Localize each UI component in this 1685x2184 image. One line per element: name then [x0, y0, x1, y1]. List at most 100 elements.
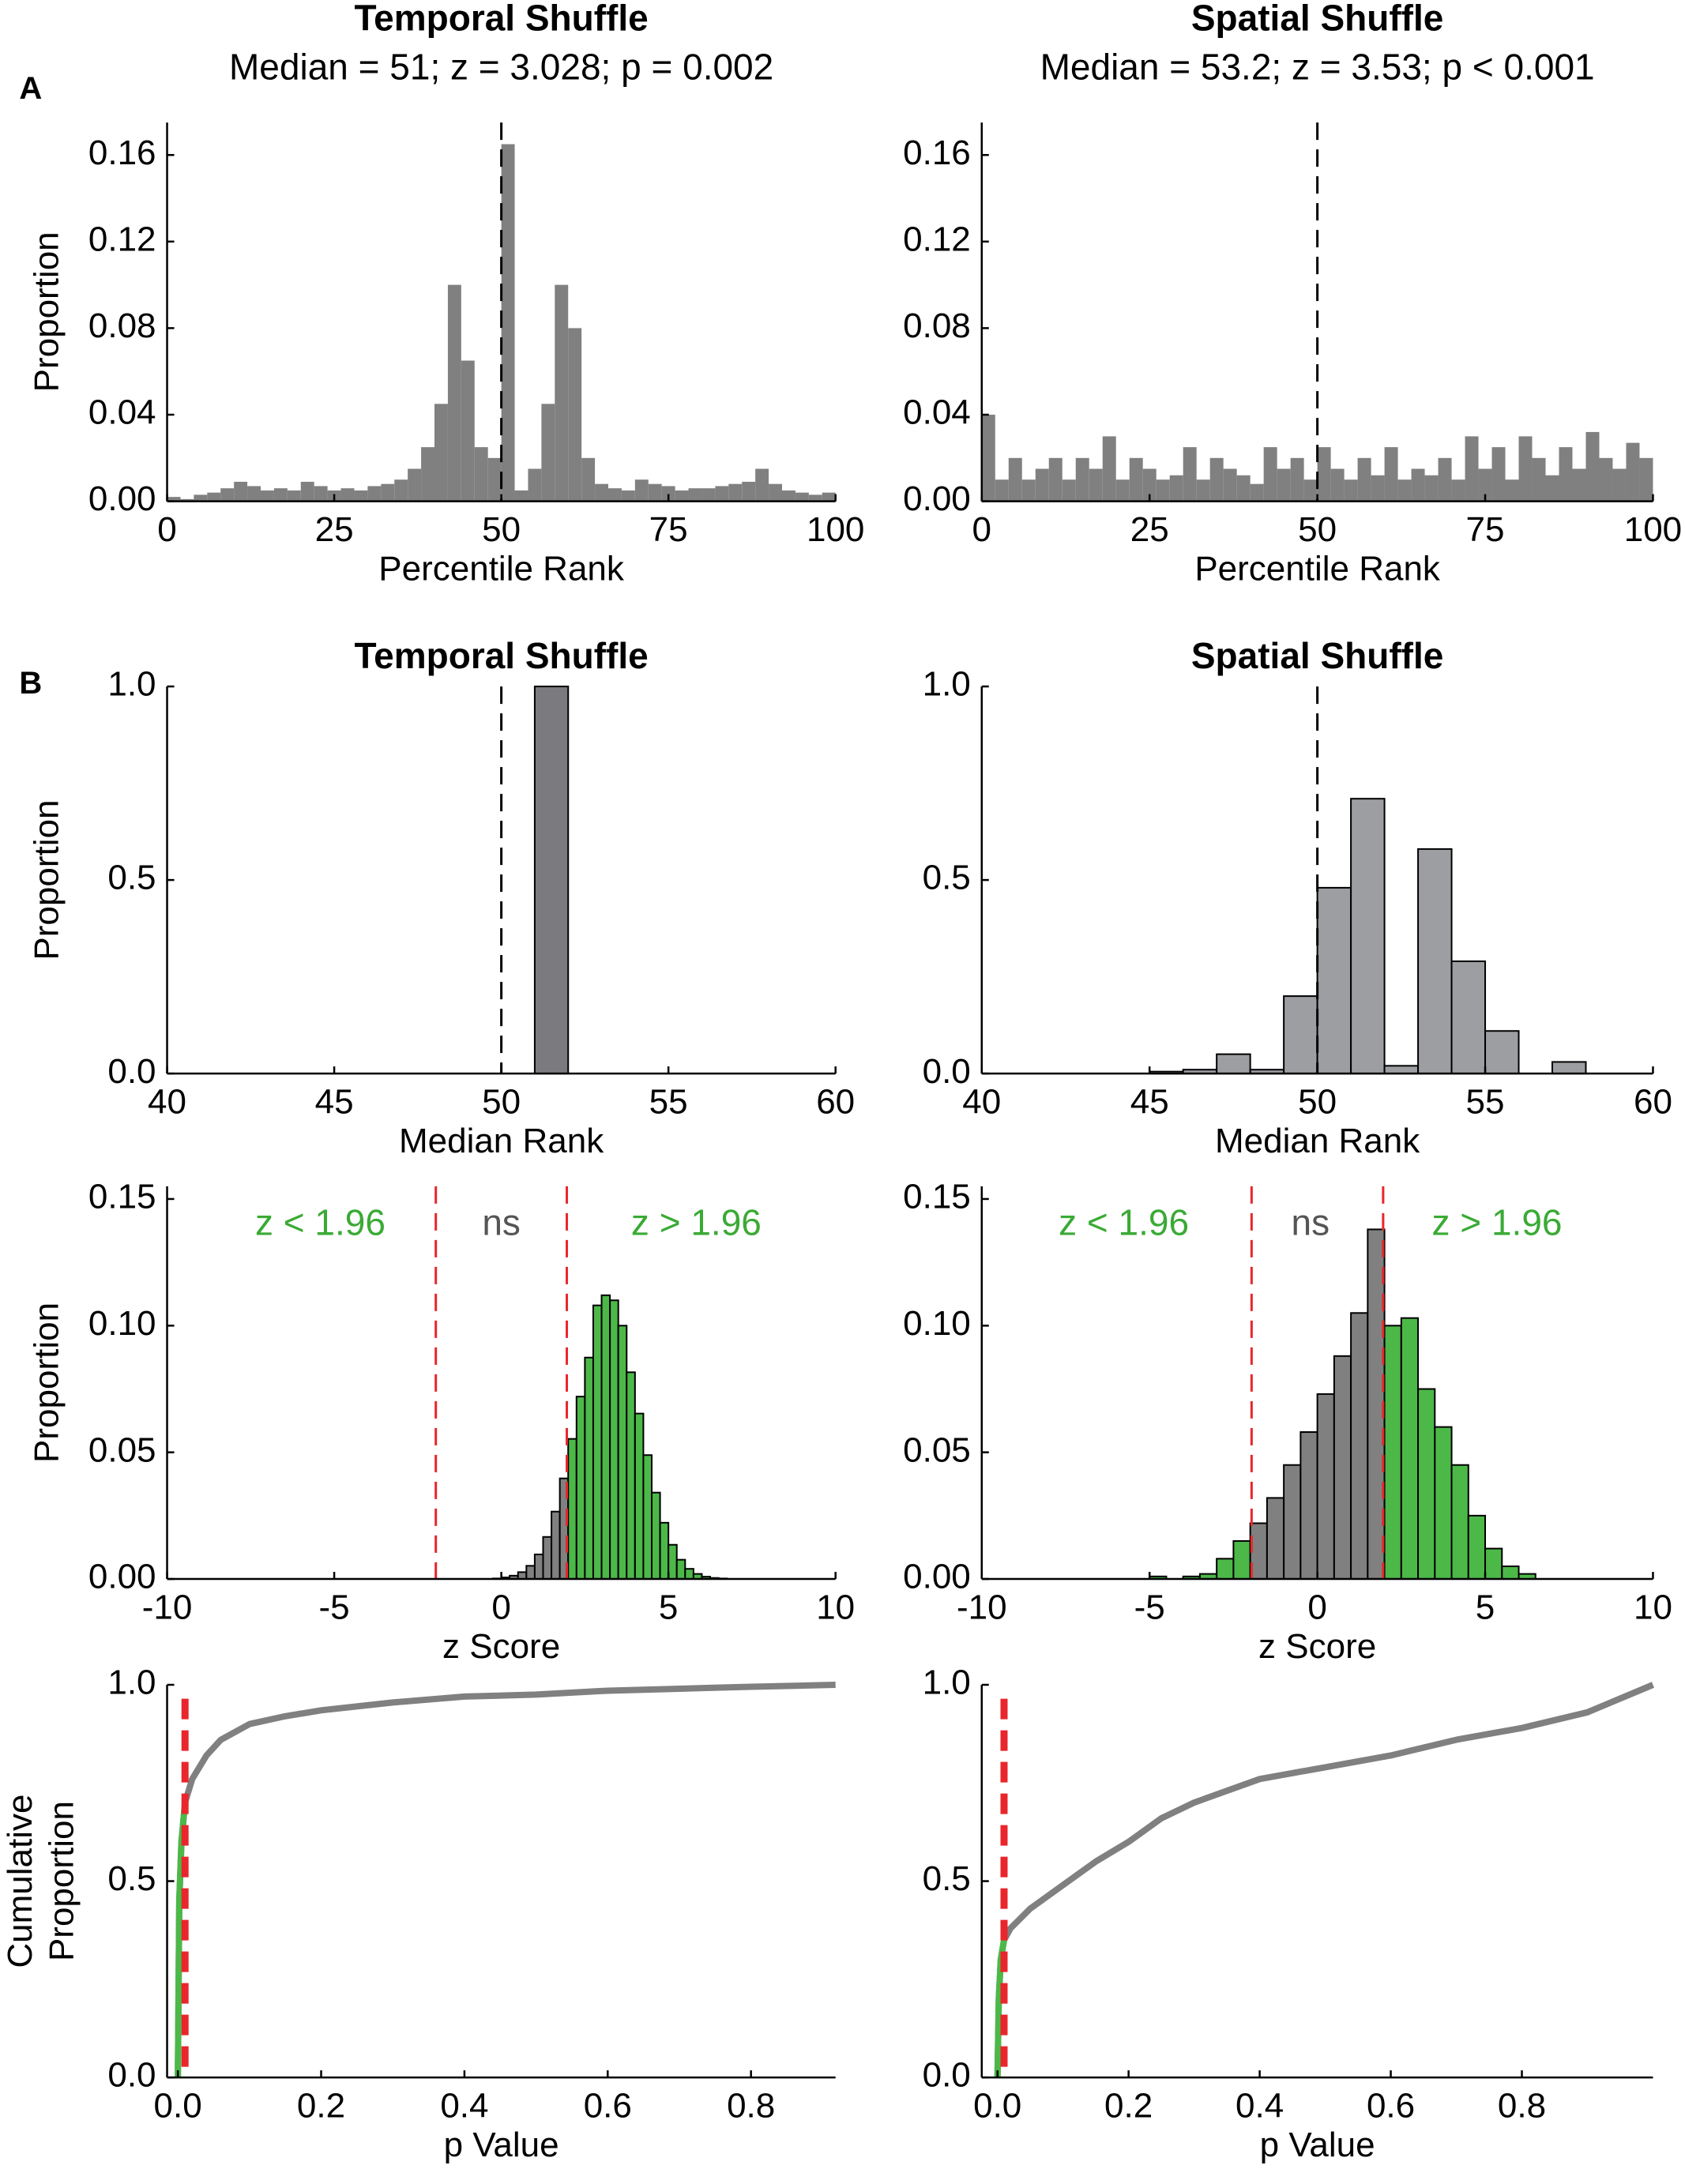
y-tick-label: 0.08 [88, 306, 156, 345]
chart-title: Temporal Shuffle [354, 0, 648, 39]
chart-title: Spatial Shuffle [1191, 635, 1443, 676]
x-tick-label: 0.8 [1498, 2087, 1546, 2126]
bar [1451, 479, 1465, 502]
bar [781, 490, 795, 502]
bar [287, 490, 301, 502]
bar [1467, 1514, 1487, 1581]
bar [1397, 479, 1412, 502]
bar [1411, 468, 1425, 502]
bar [1008, 457, 1022, 502]
x-axis-label: z Score [442, 1627, 560, 1666]
bar [514, 490, 528, 502]
bar [1196, 479, 1210, 502]
bar [533, 686, 570, 1075]
bar [1572, 468, 1586, 502]
y-tick-label: 0.5 [923, 859, 971, 897]
bar [575, 1396, 586, 1581]
x-axis-label: z Score [1258, 1627, 1376, 1666]
annotation: ns [482, 1201, 521, 1242]
bar [528, 468, 542, 502]
bar [461, 360, 475, 502]
y-tick-label: 0.00 [88, 1558, 156, 1596]
x-tick-label: 55 [649, 1083, 688, 1122]
bar [1585, 431, 1600, 502]
bar [541, 404, 555, 502]
x-tick-label: 50 [1298, 1083, 1337, 1122]
bar [525, 1565, 536, 1581]
x-axis-label: Percentile Rank [1194, 549, 1441, 588]
bar [1317, 447, 1331, 502]
bar [1129, 457, 1143, 502]
x-tick-label: 50 [482, 510, 521, 549]
x-tick-label: -10 [957, 1588, 1007, 1626]
bar [474, 447, 488, 502]
bar [668, 1543, 678, 1581]
bar [1062, 479, 1076, 502]
bar [194, 494, 208, 502]
annotation: z < 1.96 [1059, 1201, 1189, 1242]
x-tick-label: 40 [148, 1083, 186, 1122]
bar [607, 488, 622, 502]
bar [487, 457, 502, 502]
bar [314, 486, 328, 502]
bar [354, 490, 368, 502]
bar [434, 404, 448, 502]
y-tick-label: 0.10 [903, 1304, 971, 1343]
x-tick-label: 40 [962, 1083, 1001, 1122]
bar [595, 483, 608, 502]
y-tick-label: 0.5 [107, 1859, 156, 1898]
bar [1035, 468, 1049, 502]
cdf-line [994, 1682, 1655, 2078]
y-tick-label: 0.0 [107, 1052, 156, 1091]
x-tick-label: 5 [1476, 1588, 1495, 1626]
bar [1236, 475, 1251, 502]
x-tick-label: 10 [816, 1588, 855, 1626]
bar [995, 479, 1009, 502]
bar [1263, 447, 1277, 502]
y-tick-label: 0.00 [903, 1558, 971, 1596]
bar [533, 1553, 544, 1581]
bar [1075, 457, 1089, 502]
y-tick-label: 0.0 [923, 2056, 971, 2095]
bar [1021, 479, 1036, 502]
bar [675, 490, 689, 502]
bar [567, 1438, 577, 1581]
bar [1484, 1547, 1503, 1581]
bar [688, 488, 702, 502]
y-axis-label: Proportion [43, 1801, 81, 1961]
x-tick-label: -5 [1134, 1588, 1165, 1626]
bar [447, 284, 461, 502]
x-tick-label: 0 [1307, 1588, 1326, 1626]
bar [609, 1299, 619, 1581]
bar [1232, 1539, 1251, 1581]
bar [581, 457, 596, 502]
x-tick-label: 10 [1634, 1588, 1672, 1626]
bar [617, 1325, 628, 1581]
y-tick-label: 0.0 [107, 2056, 156, 2095]
bar [1501, 1565, 1520, 1581]
bar [247, 486, 261, 502]
x-tick-label: 0.6 [1367, 2087, 1415, 2126]
x-tick-label: 5 [659, 1588, 678, 1626]
bar [1250, 483, 1264, 502]
x-tick-label: -5 [319, 1588, 350, 1626]
y-tick-label: 1.0 [923, 1663, 971, 1702]
bar [684, 1568, 694, 1581]
chart-subtitle: Median = 53.2; z = 3.53; p < 0.001 [1040, 46, 1595, 87]
x-tick-label: 25 [1130, 510, 1169, 549]
bar [381, 483, 395, 502]
y-tick-label: 1.0 [923, 665, 971, 704]
x-tick-label: 0.4 [440, 2087, 488, 2126]
cdf-line [175, 1682, 836, 2078]
bar [1115, 479, 1130, 502]
bar [1438, 457, 1452, 502]
bar [715, 486, 729, 502]
bar [1350, 1312, 1369, 1581]
bar [1505, 479, 1519, 502]
bar [1545, 475, 1559, 502]
significant-line [994, 1939, 1007, 2078]
bar [1283, 995, 1318, 1075]
bar [648, 483, 662, 502]
bar [220, 488, 235, 502]
